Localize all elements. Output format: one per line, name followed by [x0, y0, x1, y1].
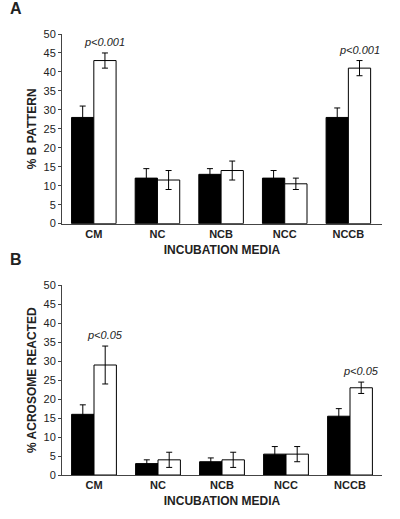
svg-text:50: 50 — [44, 28, 56, 40]
svg-text:45: 45 — [44, 47, 56, 59]
svg-text:NCB: NCB — [210, 479, 234, 491]
svg-text:10: 10 — [44, 180, 56, 192]
svg-text:NCCB: NCCB — [334, 479, 366, 491]
svg-text:% ACROSOME REACTED: % ACROSOME REACTED — [25, 307, 39, 453]
svg-text:5: 5 — [50, 450, 56, 462]
svg-text:NC: NC — [150, 479, 166, 491]
svg-text:NCCB: NCCB — [332, 228, 364, 240]
svg-text:INCUBATION MEDIA: INCUBATION MEDIA — [164, 494, 281, 508]
svg-text:40: 40 — [44, 66, 56, 78]
svg-text:30: 30 — [44, 104, 56, 116]
svg-text:B: B — [10, 251, 22, 268]
svg-text:p<0.05: p<0.05 — [343, 365, 379, 377]
svg-text:CM: CM — [85, 228, 102, 240]
svg-text:15: 15 — [44, 412, 56, 424]
svg-text:p<0.001: p<0.001 — [84, 36, 125, 48]
svg-text:45: 45 — [44, 298, 56, 310]
svg-text:p<0.001: p<0.001 — [339, 44, 380, 56]
svg-text:40: 40 — [44, 317, 56, 329]
svg-text:5: 5 — [50, 199, 56, 211]
svg-text:30: 30 — [44, 355, 56, 367]
svg-text:0: 0 — [50, 469, 56, 481]
svg-text:NC: NC — [150, 228, 166, 240]
svg-text:35: 35 — [44, 336, 56, 348]
svg-text:INCUBATION MEDIA: INCUBATION MEDIA — [164, 243, 281, 257]
svg-text:25: 25 — [44, 374, 56, 386]
svg-text:10: 10 — [44, 431, 56, 443]
svg-text:NCC: NCC — [273, 228, 297, 240]
svg-text:% B PATTERN: % B PATTERN — [25, 88, 39, 169]
svg-text:50: 50 — [44, 279, 56, 291]
svg-text:20: 20 — [44, 142, 56, 154]
svg-text:CM: CM — [85, 479, 102, 491]
svg-text:NCB: NCB — [209, 228, 233, 240]
svg-text:35: 35 — [44, 85, 56, 97]
svg-text:p<0.05: p<0.05 — [87, 329, 123, 341]
svg-text:NCC: NCC — [274, 479, 298, 491]
svg-text:0: 0 — [50, 217, 56, 229]
svg-text:25: 25 — [44, 123, 56, 135]
svg-text:15: 15 — [44, 161, 56, 173]
svg-text:A: A — [10, 0, 22, 17]
svg-text:20: 20 — [44, 393, 56, 405]
